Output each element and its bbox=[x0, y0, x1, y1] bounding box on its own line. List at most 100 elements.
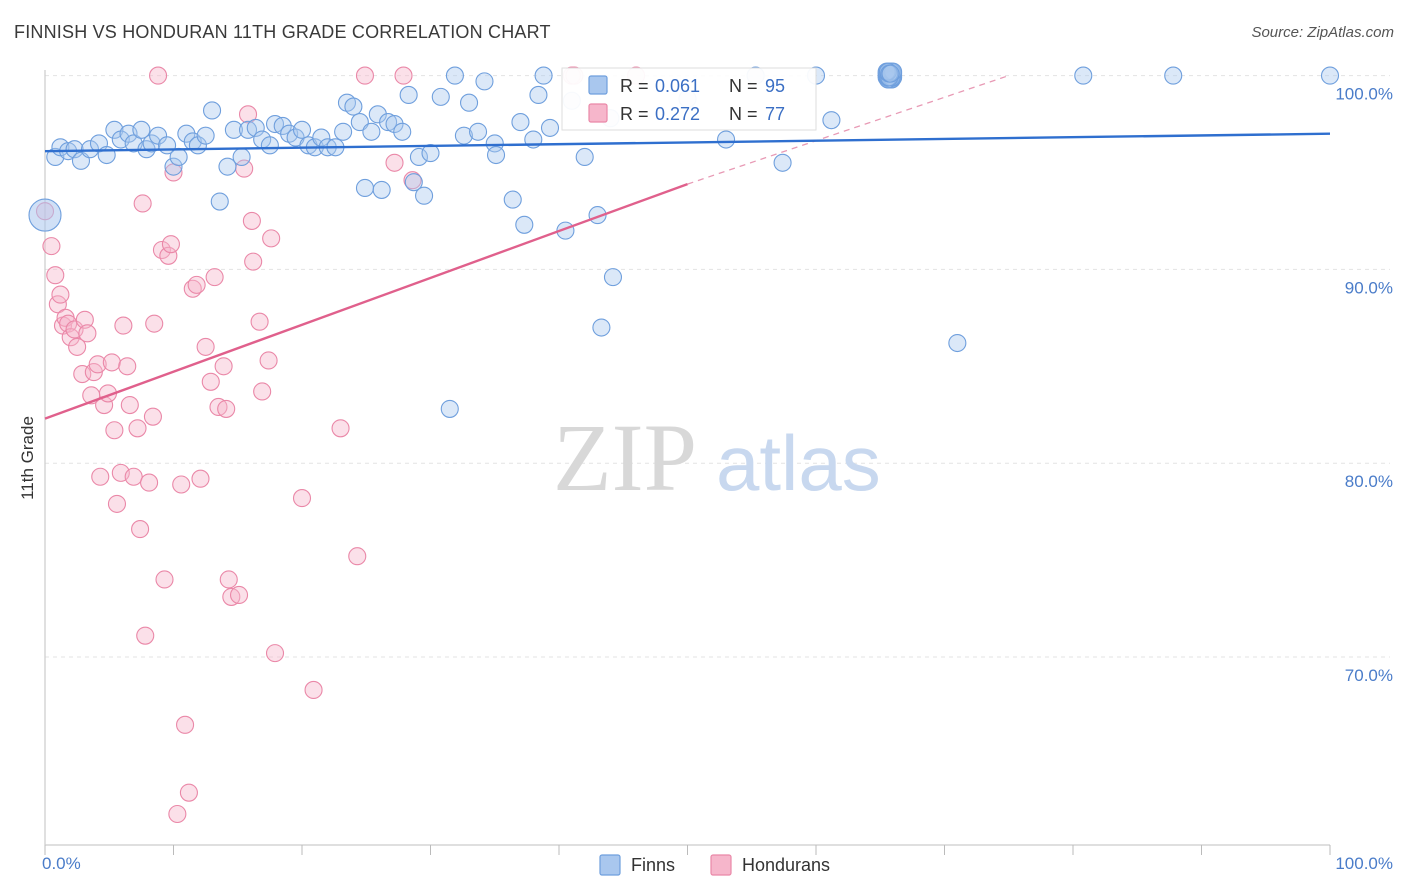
hondurans-point bbox=[179, 783, 198, 802]
finns-point bbox=[459, 93, 479, 112]
hondurans-point bbox=[105, 421, 124, 440]
finns-point bbox=[65, 140, 84, 159]
hondurans-point bbox=[214, 357, 233, 376]
hondurans-point bbox=[149, 66, 168, 85]
hondurans-point bbox=[355, 66, 375, 85]
hondurans-point bbox=[262, 229, 281, 248]
y-tick-label-2: 80.0% bbox=[1345, 472, 1393, 491]
finns-point bbox=[362, 122, 381, 141]
y-tick-label-1: 90.0% bbox=[1345, 278, 1393, 297]
finns-point bbox=[773, 153, 792, 172]
hondurans-point bbox=[145, 314, 164, 333]
finns-point bbox=[1320, 66, 1340, 85]
hondurans-trend-line bbox=[44, 182, 688, 420]
hondurans-n-value: 77 bbox=[765, 104, 785, 124]
finns-legend-swatch bbox=[588, 75, 608, 95]
finns-point bbox=[246, 118, 265, 137]
finns-point bbox=[409, 147, 428, 167]
finns-point bbox=[238, 120, 258, 139]
finns-n-value: 95 bbox=[765, 76, 785, 96]
hondurans-point bbox=[107, 494, 127, 513]
finns-point bbox=[344, 97, 363, 116]
hondurans-point bbox=[155, 570, 174, 589]
hondurans-point bbox=[219, 570, 238, 589]
hondurans-point bbox=[250, 312, 269, 331]
finns-point bbox=[445, 66, 464, 85]
finns-point bbox=[948, 333, 967, 353]
watermark-zip: ZIP bbox=[553, 404, 697, 511]
finns-point bbox=[350, 113, 369, 132]
finns-point bbox=[1074, 66, 1093, 85]
finns-point bbox=[218, 157, 237, 176]
y-axis-tick-labels: 100.0% 90.0% 80.0% 70.0% bbox=[1335, 85, 1393, 685]
hondurans-point bbox=[133, 194, 152, 213]
finns-point bbox=[260, 136, 279, 155]
finns-point bbox=[80, 140, 100, 159]
hondurans-point bbox=[91, 467, 110, 486]
hondurans-point bbox=[73, 364, 92, 384]
finns-point bbox=[475, 72, 494, 91]
hondurans-point bbox=[238, 105, 258, 124]
finns-point bbox=[534, 66, 553, 85]
finns-n-label: N = bbox=[729, 76, 758, 96]
hondurans-point bbox=[242, 211, 261, 230]
hondurans-point bbox=[217, 399, 236, 418]
finns-point bbox=[1164, 66, 1183, 85]
finns-point bbox=[822, 111, 841, 130]
hondurans-legend-swatch bbox=[588, 103, 608, 123]
hondurans-point bbox=[205, 268, 224, 287]
hondurans-point bbox=[229, 585, 249, 605]
hondurans-point bbox=[136, 626, 155, 645]
x-tick-label-max: 100.0% bbox=[1335, 854, 1393, 873]
hondurans-point bbox=[385, 153, 404, 172]
hondurans-point bbox=[161, 235, 180, 254]
finns-point bbox=[355, 178, 375, 198]
hondurans-point bbox=[131, 520, 150, 539]
watermark-atlas: atlas bbox=[716, 419, 881, 507]
finns-point bbox=[224, 120, 243, 139]
hondurans-point bbox=[331, 419, 350, 438]
series-legend: Finns Hondurans bbox=[599, 854, 830, 876]
hondurans-bottom-swatch bbox=[710, 854, 732, 876]
finns-r-value: 0.061 bbox=[655, 76, 700, 96]
finns-point bbox=[415, 186, 434, 205]
finns-point bbox=[603, 268, 623, 287]
hondurans-point bbox=[244, 252, 263, 271]
finns-point bbox=[592, 318, 611, 337]
finns-point bbox=[515, 215, 534, 234]
finns-point bbox=[372, 180, 391, 199]
hondurans-point bbox=[168, 804, 187, 824]
hondurans-point bbox=[78, 324, 97, 343]
hondurans-point bbox=[394, 66, 413, 85]
chart-title: FINNISH VS HONDURAN 11TH GRADE CORRELATI… bbox=[14, 22, 551, 42]
hondurans-point bbox=[209, 397, 228, 417]
finns-point bbox=[203, 101, 222, 120]
finns-point bbox=[169, 147, 188, 167]
finns-point bbox=[540, 118, 560, 137]
hondurans-point bbox=[172, 475, 191, 494]
finns-point bbox=[385, 114, 404, 134]
hondurans-point bbox=[348, 547, 367, 566]
y-tick-label-0: 100.0% bbox=[1335, 85, 1393, 104]
hondurans-point bbox=[42, 237, 61, 256]
finns-point bbox=[575, 147, 594, 167]
hondurans-point bbox=[159, 246, 178, 265]
watermark: ZIP atlas bbox=[553, 404, 881, 511]
finns-point bbox=[334, 122, 353, 141]
hondurans-r-label: R = bbox=[620, 104, 649, 124]
finns-point bbox=[431, 87, 450, 106]
hondurans-trend-extension bbox=[687, 74, 1009, 185]
y-axis-label: 11th Grade bbox=[18, 416, 37, 500]
finns-point bbox=[486, 145, 506, 165]
hondurans-point bbox=[222, 587, 241, 606]
hondurans-point bbox=[292, 489, 312, 508]
finns-point bbox=[393, 122, 412, 141]
hondurans-n-label: N = bbox=[729, 104, 758, 124]
hondurans-point bbox=[51, 285, 70, 304]
finns-point bbox=[404, 173, 423, 192]
hondurans-point bbox=[304, 680, 323, 700]
finns-legend-label: Finns bbox=[631, 855, 675, 875]
finns-trend-line bbox=[44, 132, 1331, 153]
finns-point bbox=[132, 120, 151, 139]
